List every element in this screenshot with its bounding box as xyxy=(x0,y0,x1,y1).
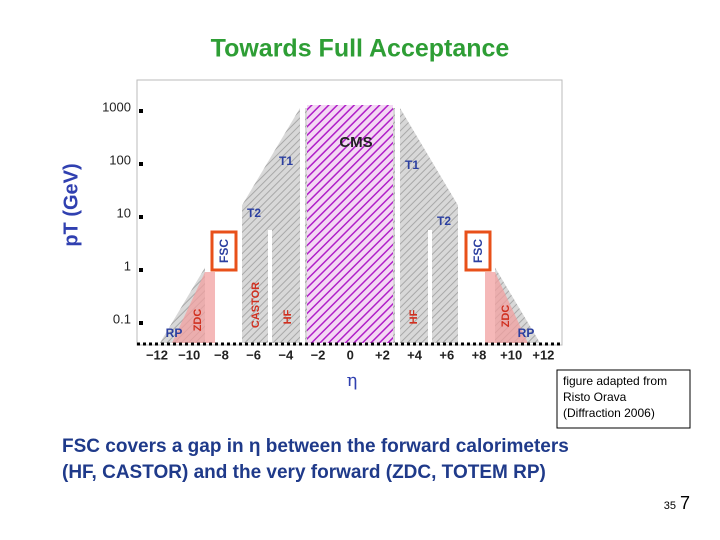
y-axis-label: pT (GeV) xyxy=(60,163,82,246)
region-label: CMS xyxy=(339,134,372,151)
x-tick-label: −12 xyxy=(146,347,168,362)
region-label: RP xyxy=(166,326,183,340)
region-label: FSC xyxy=(217,239,231,263)
x-tick-label: 0 xyxy=(347,347,354,362)
y-tick xyxy=(139,321,143,325)
region-label: RP xyxy=(518,326,535,340)
region-label: CASTOR xyxy=(250,282,262,328)
caption-line: FSC covers a gap in η between the forwar… xyxy=(62,436,569,457)
note-frame xyxy=(556,369,691,429)
y-tick-label: 100 xyxy=(109,152,131,167)
y-tick xyxy=(139,109,143,113)
zdc-region-left xyxy=(172,272,215,343)
title: Towards Full Acceptance xyxy=(211,35,510,63)
region-label: FSC xyxy=(471,239,485,263)
fsc-box-left xyxy=(210,230,238,272)
page-number: 35 xyxy=(664,500,676,512)
x-axis-label: η xyxy=(347,370,358,391)
region-label: HF xyxy=(408,309,420,324)
gap xyxy=(300,100,305,343)
region-label: ZDC xyxy=(192,309,204,332)
note-line: Risto Orava xyxy=(563,390,627,404)
x-tick-label: +6 xyxy=(439,347,454,362)
x-tick-label: +2 xyxy=(375,347,390,362)
y-tick xyxy=(139,268,143,272)
x-tick-label: +4 xyxy=(407,347,423,362)
x-tick-label: −4 xyxy=(278,347,294,362)
gap xyxy=(458,150,463,343)
region-label: ZDC xyxy=(500,305,512,328)
y-tick-label: 0.1 xyxy=(113,311,131,326)
x-tick-label: −10 xyxy=(178,347,200,362)
region-label: T2 xyxy=(247,206,261,220)
note-box: figure adapted from Risto Orava (Diffrac… xyxy=(556,369,691,429)
gap xyxy=(395,100,400,343)
note-line: figure adapted from xyxy=(563,374,667,388)
region-label: T1 xyxy=(405,158,419,172)
region-label: HF xyxy=(282,309,294,324)
x-tick-label: +12 xyxy=(532,347,554,362)
gap xyxy=(237,150,242,343)
y-tick-label: 1 xyxy=(124,258,131,273)
zdc-region-right xyxy=(485,272,528,343)
y-tick-label: 10 xyxy=(117,205,131,220)
x-tick-label: −8 xyxy=(214,347,229,362)
y-tick xyxy=(139,215,143,219)
region-label: T1 xyxy=(279,154,293,168)
note-line: (Diffraction 2006) xyxy=(563,406,655,420)
caption-line: (HF, CASTOR) and the very forward (ZDC, … xyxy=(62,462,546,483)
x-tick-label: −2 xyxy=(311,347,326,362)
x-tick-label: +8 xyxy=(472,347,487,362)
y-tick-label: 1000 xyxy=(102,99,131,114)
region-label: T2 xyxy=(437,214,451,228)
cms-region xyxy=(307,105,393,343)
x-tick-label: −6 xyxy=(246,347,261,362)
gap xyxy=(268,230,272,343)
y-tick xyxy=(139,162,143,166)
x-tick-label: +10 xyxy=(500,347,522,362)
page-number: 7 xyxy=(680,493,690,513)
fsc-box-right xyxy=(464,230,492,272)
gap xyxy=(428,230,432,343)
